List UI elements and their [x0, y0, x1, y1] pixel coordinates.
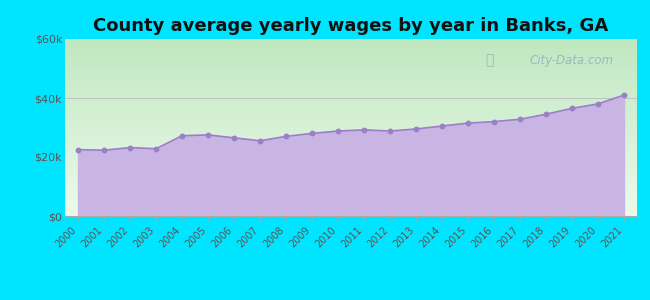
Text: ⓘ: ⓘ — [486, 53, 494, 67]
Point — [229, 135, 239, 140]
Text: City-Data.com: City-Data.com — [530, 54, 614, 67]
Point — [515, 117, 525, 122]
Point — [151, 146, 161, 151]
Point — [73, 147, 83, 152]
Point — [333, 129, 343, 134]
Point — [411, 127, 421, 131]
Point — [307, 131, 317, 136]
Point — [99, 148, 109, 153]
Title: County average yearly wages by year in Banks, GA: County average yearly wages by year in B… — [94, 17, 608, 35]
Point — [177, 134, 187, 138]
Point — [489, 119, 499, 124]
Point — [567, 106, 577, 111]
Point — [203, 133, 213, 137]
Point — [125, 145, 135, 150]
Point — [385, 129, 395, 134]
Point — [359, 128, 369, 132]
Point — [593, 101, 603, 106]
Point — [255, 138, 265, 143]
Point — [541, 112, 551, 117]
Point — [619, 93, 629, 98]
Point — [281, 134, 291, 139]
Point — [437, 124, 447, 128]
Point — [463, 121, 473, 125]
